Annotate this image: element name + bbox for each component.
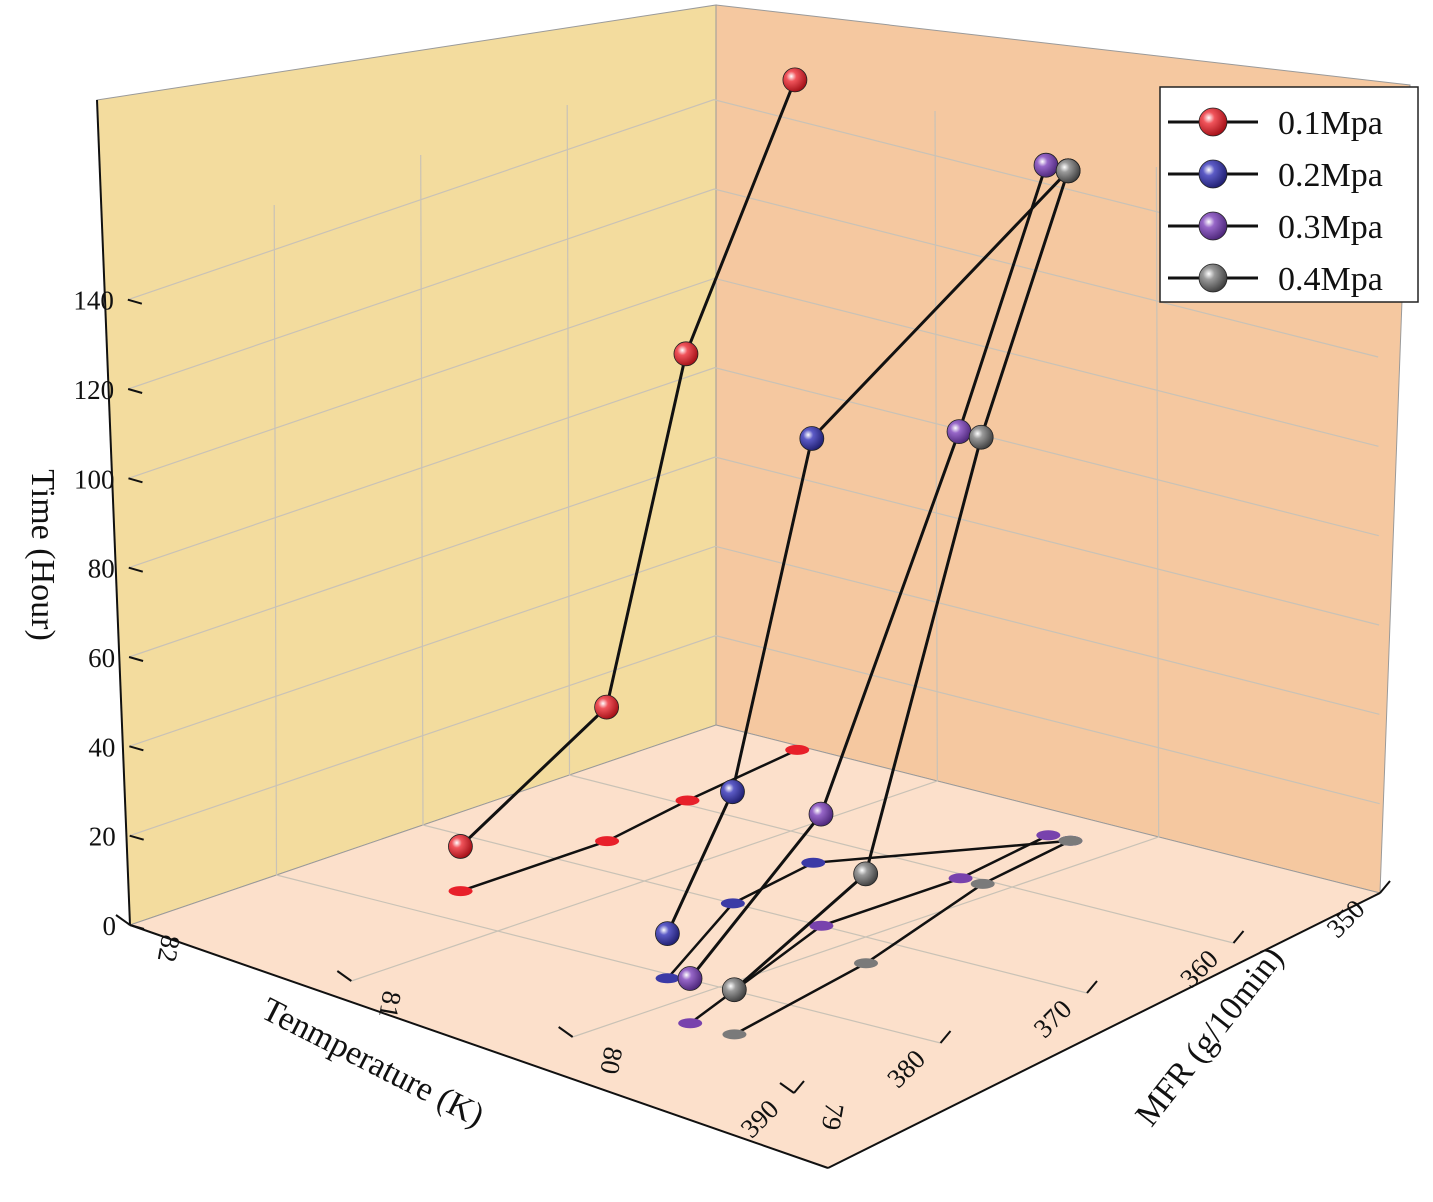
mfr-tick — [336, 970, 352, 982]
data-point — [808, 801, 834, 827]
projection-line — [666, 839, 1071, 980]
temperature-tick — [793, 1080, 805, 1094]
mfr-gridline — [351, 110, 938, 982]
data-point — [1033, 152, 1059, 178]
time-tick-label: 40 — [88, 732, 115, 762]
legend-marker — [1198, 263, 1228, 293]
time-tick-label: 80 — [88, 554, 115, 584]
time-tick — [128, 566, 144, 573]
legend-marker — [1198, 159, 1228, 189]
mfr-tick-label: 79 — [816, 1101, 850, 1133]
projection-marker — [675, 795, 700, 806]
axis-frame — [96, 99, 1381, 1169]
legend-label: 0.2Mpa — [1278, 157, 1383, 194]
legend-label: 0.1Mpa — [1278, 105, 1383, 142]
series-lines — [459, 79, 1070, 991]
data-point — [853, 861, 879, 887]
projection-marker — [809, 920, 834, 931]
time-tick — [129, 745, 144, 752]
projection-marker — [801, 857, 826, 868]
data-point — [448, 834, 473, 859]
projection-marker — [720, 898, 745, 909]
projection-marker — [448, 886, 473, 897]
time-tick — [128, 656, 144, 662]
series-line — [688, 164, 1048, 980]
data-point — [655, 921, 680, 947]
projection-marker — [678, 1018, 703, 1029]
time-axis-title: Time (Hour) — [24, 469, 61, 641]
mfr-gridline — [572, 166, 1160, 1038]
time-tick-label: 100 — [74, 464, 115, 494]
time-tick — [127, 388, 143, 394]
legend-marker — [1198, 107, 1228, 137]
projection-marker — [948, 873, 973, 884]
projection-marker — [970, 878, 995, 889]
data-point — [968, 424, 994, 450]
projection-marker — [722, 1029, 747, 1040]
temperature-tick — [1232, 930, 1245, 944]
projection-marker — [785, 744, 810, 755]
projection-marker — [853, 958, 878, 969]
grid-lines — [127, 99, 1380, 1044]
projection-marker — [1036, 830, 1061, 841]
floor-projections — [448, 744, 1083, 1040]
data-point — [673, 341, 699, 367]
series-markers — [448, 67, 1081, 1003]
data-point — [720, 779, 745, 805]
series-line — [459, 79, 797, 848]
data-point — [594, 694, 620, 720]
data-point — [677, 966, 703, 991]
time-tick-label: 0 — [103, 911, 117, 941]
time-tick — [129, 834, 144, 841]
legend-label: 0.3Mpa — [1278, 209, 1383, 246]
projection-line — [460, 748, 798, 893]
data-point — [721, 977, 747, 1003]
projection-line — [733, 839, 1072, 1036]
time-tick-label: 20 — [89, 822, 116, 852]
data-point — [1055, 158, 1081, 184]
time-tick — [128, 477, 143, 484]
time-tick-label: 140 — [73, 286, 114, 316]
projection-marker — [655, 973, 680, 984]
projection-line — [689, 834, 1049, 1025]
time-tick — [129, 924, 145, 930]
time-tick — [127, 298, 143, 305]
projection-marker — [595, 836, 620, 847]
mfr-tick — [779, 1082, 795, 1094]
temperature-tick — [939, 1030, 952, 1044]
projection-marker — [1058, 835, 1083, 846]
mfr-tick-label: 80 — [594, 1045, 628, 1077]
data-point — [946, 419, 972, 445]
mfr-tick-label: 82 — [152, 933, 186, 965]
data-point — [799, 426, 825, 451]
legend: 0.1Mpa 0.2Mpa 0.3Mpa 0.4Mpa — [1159, 86, 1419, 303]
time-tick-label: 120 — [74, 375, 115, 405]
legend-label: 0.4Mpa — [1278, 261, 1383, 298]
series-line — [733, 170, 1070, 991]
mfr-tick — [115, 914, 131, 926]
series-line — [666, 169, 1070, 935]
legend-marker — [1198, 211, 1228, 241]
temperature-tick — [1086, 980, 1098, 994]
time-tick-label: 60 — [88, 643, 115, 673]
data-point — [782, 67, 808, 93]
temperature-tick — [1379, 880, 1391, 894]
mfr-tick-label: 81 — [373, 989, 407, 1021]
mfr-tick — [558, 1026, 574, 1038]
